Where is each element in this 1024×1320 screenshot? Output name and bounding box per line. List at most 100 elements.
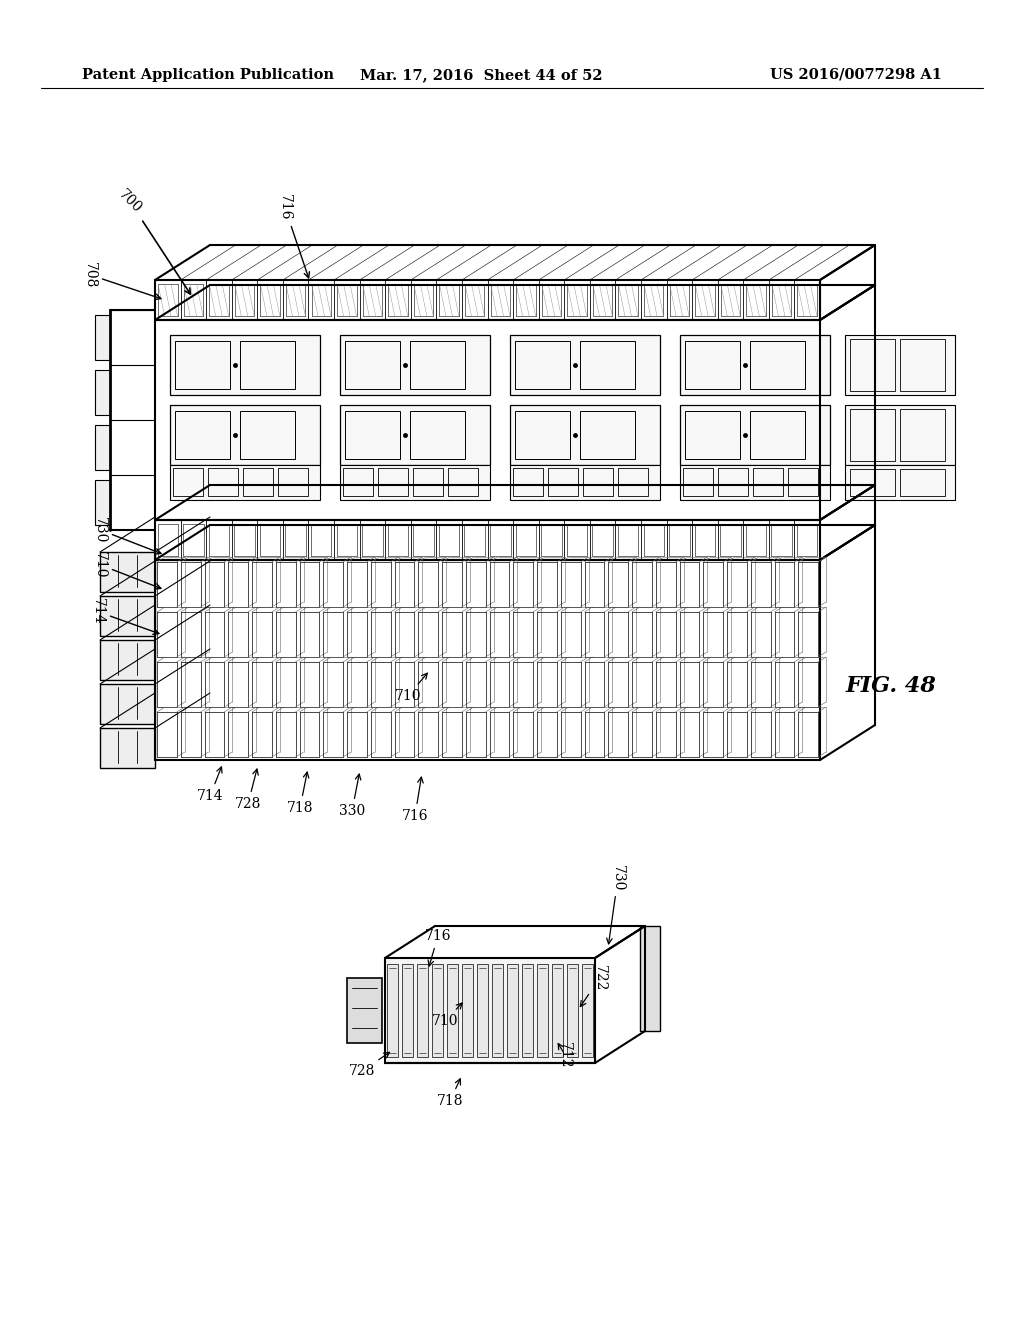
Bar [410,411,465,459]
Bar [850,339,895,391]
Bar [175,411,230,459]
Bar [685,411,740,459]
Bar [95,315,110,360]
Bar [513,469,543,496]
Text: 716: 716 [425,929,452,966]
Bar [208,469,238,496]
Text: 728: 728 [234,770,261,810]
Bar [175,341,230,389]
Bar [95,370,110,414]
Text: 714: 714 [197,767,223,803]
Bar [900,409,945,461]
Bar [100,552,155,591]
Bar [788,469,818,496]
Bar [387,964,398,1057]
Bar [385,958,595,1063]
Bar [580,411,635,459]
Bar [567,964,578,1057]
Bar [580,341,635,389]
Text: 330: 330 [339,774,366,818]
Text: 710: 710 [93,552,161,589]
Bar [618,469,648,496]
Text: US 2016/0077298 A1: US 2016/0077298 A1 [770,69,942,82]
Bar [343,469,373,496]
Bar [410,341,465,389]
Bar [449,469,478,496]
Bar [340,465,490,500]
Bar [522,964,534,1057]
Text: Patent Application Publication: Patent Application Publication [82,69,334,82]
Bar [340,335,490,395]
Bar [378,469,408,496]
Bar [515,411,570,459]
Bar [417,964,428,1057]
Bar [507,964,518,1057]
Bar [685,341,740,389]
Bar [402,964,413,1057]
Text: Mar. 17, 2016  Sheet 44 of 52: Mar. 17, 2016 Sheet 44 of 52 [360,69,602,82]
Bar [680,405,830,465]
Text: 708: 708 [83,261,161,300]
Text: 712: 712 [558,1041,572,1068]
Bar [100,729,155,768]
Bar [850,409,895,461]
Text: 714: 714 [91,598,159,635]
Bar [750,341,805,389]
Bar [100,640,155,680]
Bar [552,964,563,1057]
Bar [170,465,319,500]
Bar [680,465,830,500]
Text: 730: 730 [606,865,625,944]
Bar [170,405,319,465]
Bar [340,405,490,465]
Bar [718,469,748,496]
Text: 722: 722 [581,965,607,1007]
Text: 700: 700 [116,187,190,294]
Bar [462,964,473,1057]
Bar [240,341,295,389]
Bar [240,411,295,459]
Bar [170,335,319,395]
Bar [845,465,955,500]
Bar [845,335,955,395]
Bar [347,978,382,1043]
Text: 716: 716 [278,194,309,279]
Bar [680,335,830,395]
Text: FIG. 48: FIG. 48 [846,676,936,697]
Bar [100,597,155,636]
Bar [850,469,895,496]
Bar [900,469,945,496]
Bar [548,469,578,496]
Bar [750,411,805,459]
Bar [537,964,548,1057]
Bar [900,339,945,391]
Text: 718: 718 [437,1078,463,1107]
Text: 730: 730 [93,516,161,554]
Bar [95,425,110,470]
Bar [243,469,273,496]
Bar [753,469,783,496]
Bar [100,684,155,723]
Bar [95,480,110,525]
Bar [432,964,443,1057]
Bar [413,469,443,496]
Bar [582,964,593,1057]
Bar [845,405,955,465]
Bar [447,964,458,1057]
Text: 710: 710 [394,673,427,704]
Text: 710: 710 [432,1003,462,1028]
Bar [345,411,400,459]
Bar [510,335,660,395]
Bar [510,465,660,500]
Bar [278,469,308,496]
Bar [477,964,488,1057]
Text: 718: 718 [287,772,313,814]
Text: 728: 728 [349,1052,389,1078]
Bar [492,964,503,1057]
Bar [173,469,203,496]
Bar [640,927,660,1031]
Bar [345,341,400,389]
Bar [515,341,570,389]
Bar [583,469,613,496]
Text: 716: 716 [401,777,428,822]
